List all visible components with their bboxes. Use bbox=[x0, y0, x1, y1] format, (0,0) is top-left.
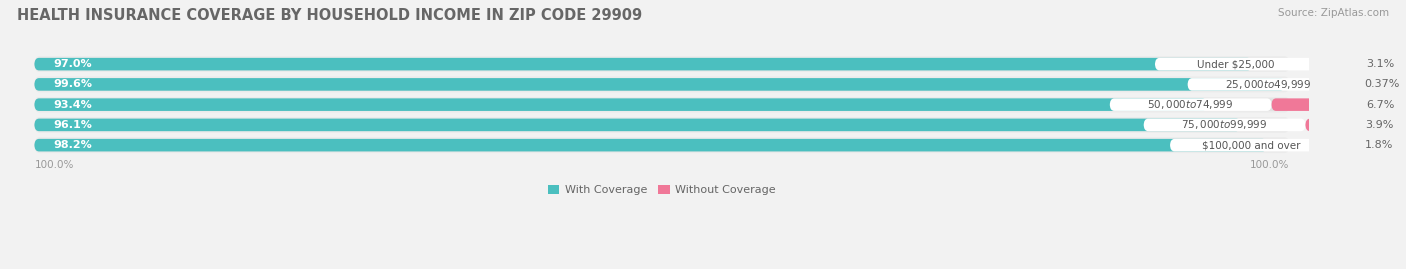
Text: 98.2%: 98.2% bbox=[53, 140, 93, 150]
FancyBboxPatch shape bbox=[34, 97, 1289, 112]
FancyBboxPatch shape bbox=[34, 139, 1289, 151]
FancyBboxPatch shape bbox=[1317, 58, 1355, 70]
Text: Under $25,000: Under $25,000 bbox=[1197, 59, 1275, 69]
FancyBboxPatch shape bbox=[1109, 98, 1271, 111]
Text: 99.6%: 99.6% bbox=[53, 79, 93, 89]
FancyBboxPatch shape bbox=[34, 76, 1289, 92]
Text: HEALTH INSURANCE COVERAGE BY HOUSEHOLD INCOME IN ZIP CODE 29909: HEALTH INSURANCE COVERAGE BY HOUSEHOLD I… bbox=[17, 8, 643, 23]
Text: $75,000 to $99,999: $75,000 to $99,999 bbox=[1181, 118, 1268, 131]
FancyBboxPatch shape bbox=[1170, 139, 1331, 151]
FancyBboxPatch shape bbox=[34, 98, 1289, 111]
Text: 0.37%: 0.37% bbox=[1364, 79, 1400, 89]
FancyBboxPatch shape bbox=[1305, 119, 1354, 131]
Legend: With Coverage, Without Coverage: With Coverage, Without Coverage bbox=[548, 185, 776, 195]
FancyBboxPatch shape bbox=[1154, 58, 1317, 70]
Text: 97.0%: 97.0% bbox=[53, 59, 93, 69]
Text: 1.8%: 1.8% bbox=[1365, 140, 1393, 150]
Text: 6.7%: 6.7% bbox=[1367, 100, 1395, 110]
Text: 93.4%: 93.4% bbox=[53, 100, 93, 110]
Text: $100,000 and over: $100,000 and over bbox=[1202, 140, 1301, 150]
Text: Source: ZipAtlas.com: Source: ZipAtlas.com bbox=[1278, 8, 1389, 18]
FancyBboxPatch shape bbox=[34, 78, 1289, 91]
Text: 3.9%: 3.9% bbox=[1365, 120, 1393, 130]
Text: 96.1%: 96.1% bbox=[53, 120, 93, 130]
FancyBboxPatch shape bbox=[1188, 78, 1350, 91]
FancyBboxPatch shape bbox=[34, 98, 1206, 111]
Text: $25,000 to $49,999: $25,000 to $49,999 bbox=[1225, 78, 1312, 91]
FancyBboxPatch shape bbox=[1271, 98, 1355, 111]
FancyBboxPatch shape bbox=[34, 139, 1267, 151]
FancyBboxPatch shape bbox=[34, 119, 1240, 131]
FancyBboxPatch shape bbox=[1143, 119, 1305, 131]
FancyBboxPatch shape bbox=[34, 56, 1289, 72]
FancyBboxPatch shape bbox=[34, 137, 1289, 153]
Text: 100.0%: 100.0% bbox=[34, 160, 73, 170]
Text: 3.1%: 3.1% bbox=[1367, 59, 1395, 69]
Text: $50,000 to $74,999: $50,000 to $74,999 bbox=[1147, 98, 1234, 111]
FancyBboxPatch shape bbox=[1331, 139, 1354, 151]
FancyBboxPatch shape bbox=[34, 58, 1251, 70]
FancyBboxPatch shape bbox=[34, 58, 1289, 70]
Text: 100.0%: 100.0% bbox=[1250, 160, 1289, 170]
FancyBboxPatch shape bbox=[34, 78, 1285, 91]
FancyBboxPatch shape bbox=[1350, 78, 1354, 91]
FancyBboxPatch shape bbox=[34, 117, 1289, 133]
FancyBboxPatch shape bbox=[34, 119, 1289, 131]
